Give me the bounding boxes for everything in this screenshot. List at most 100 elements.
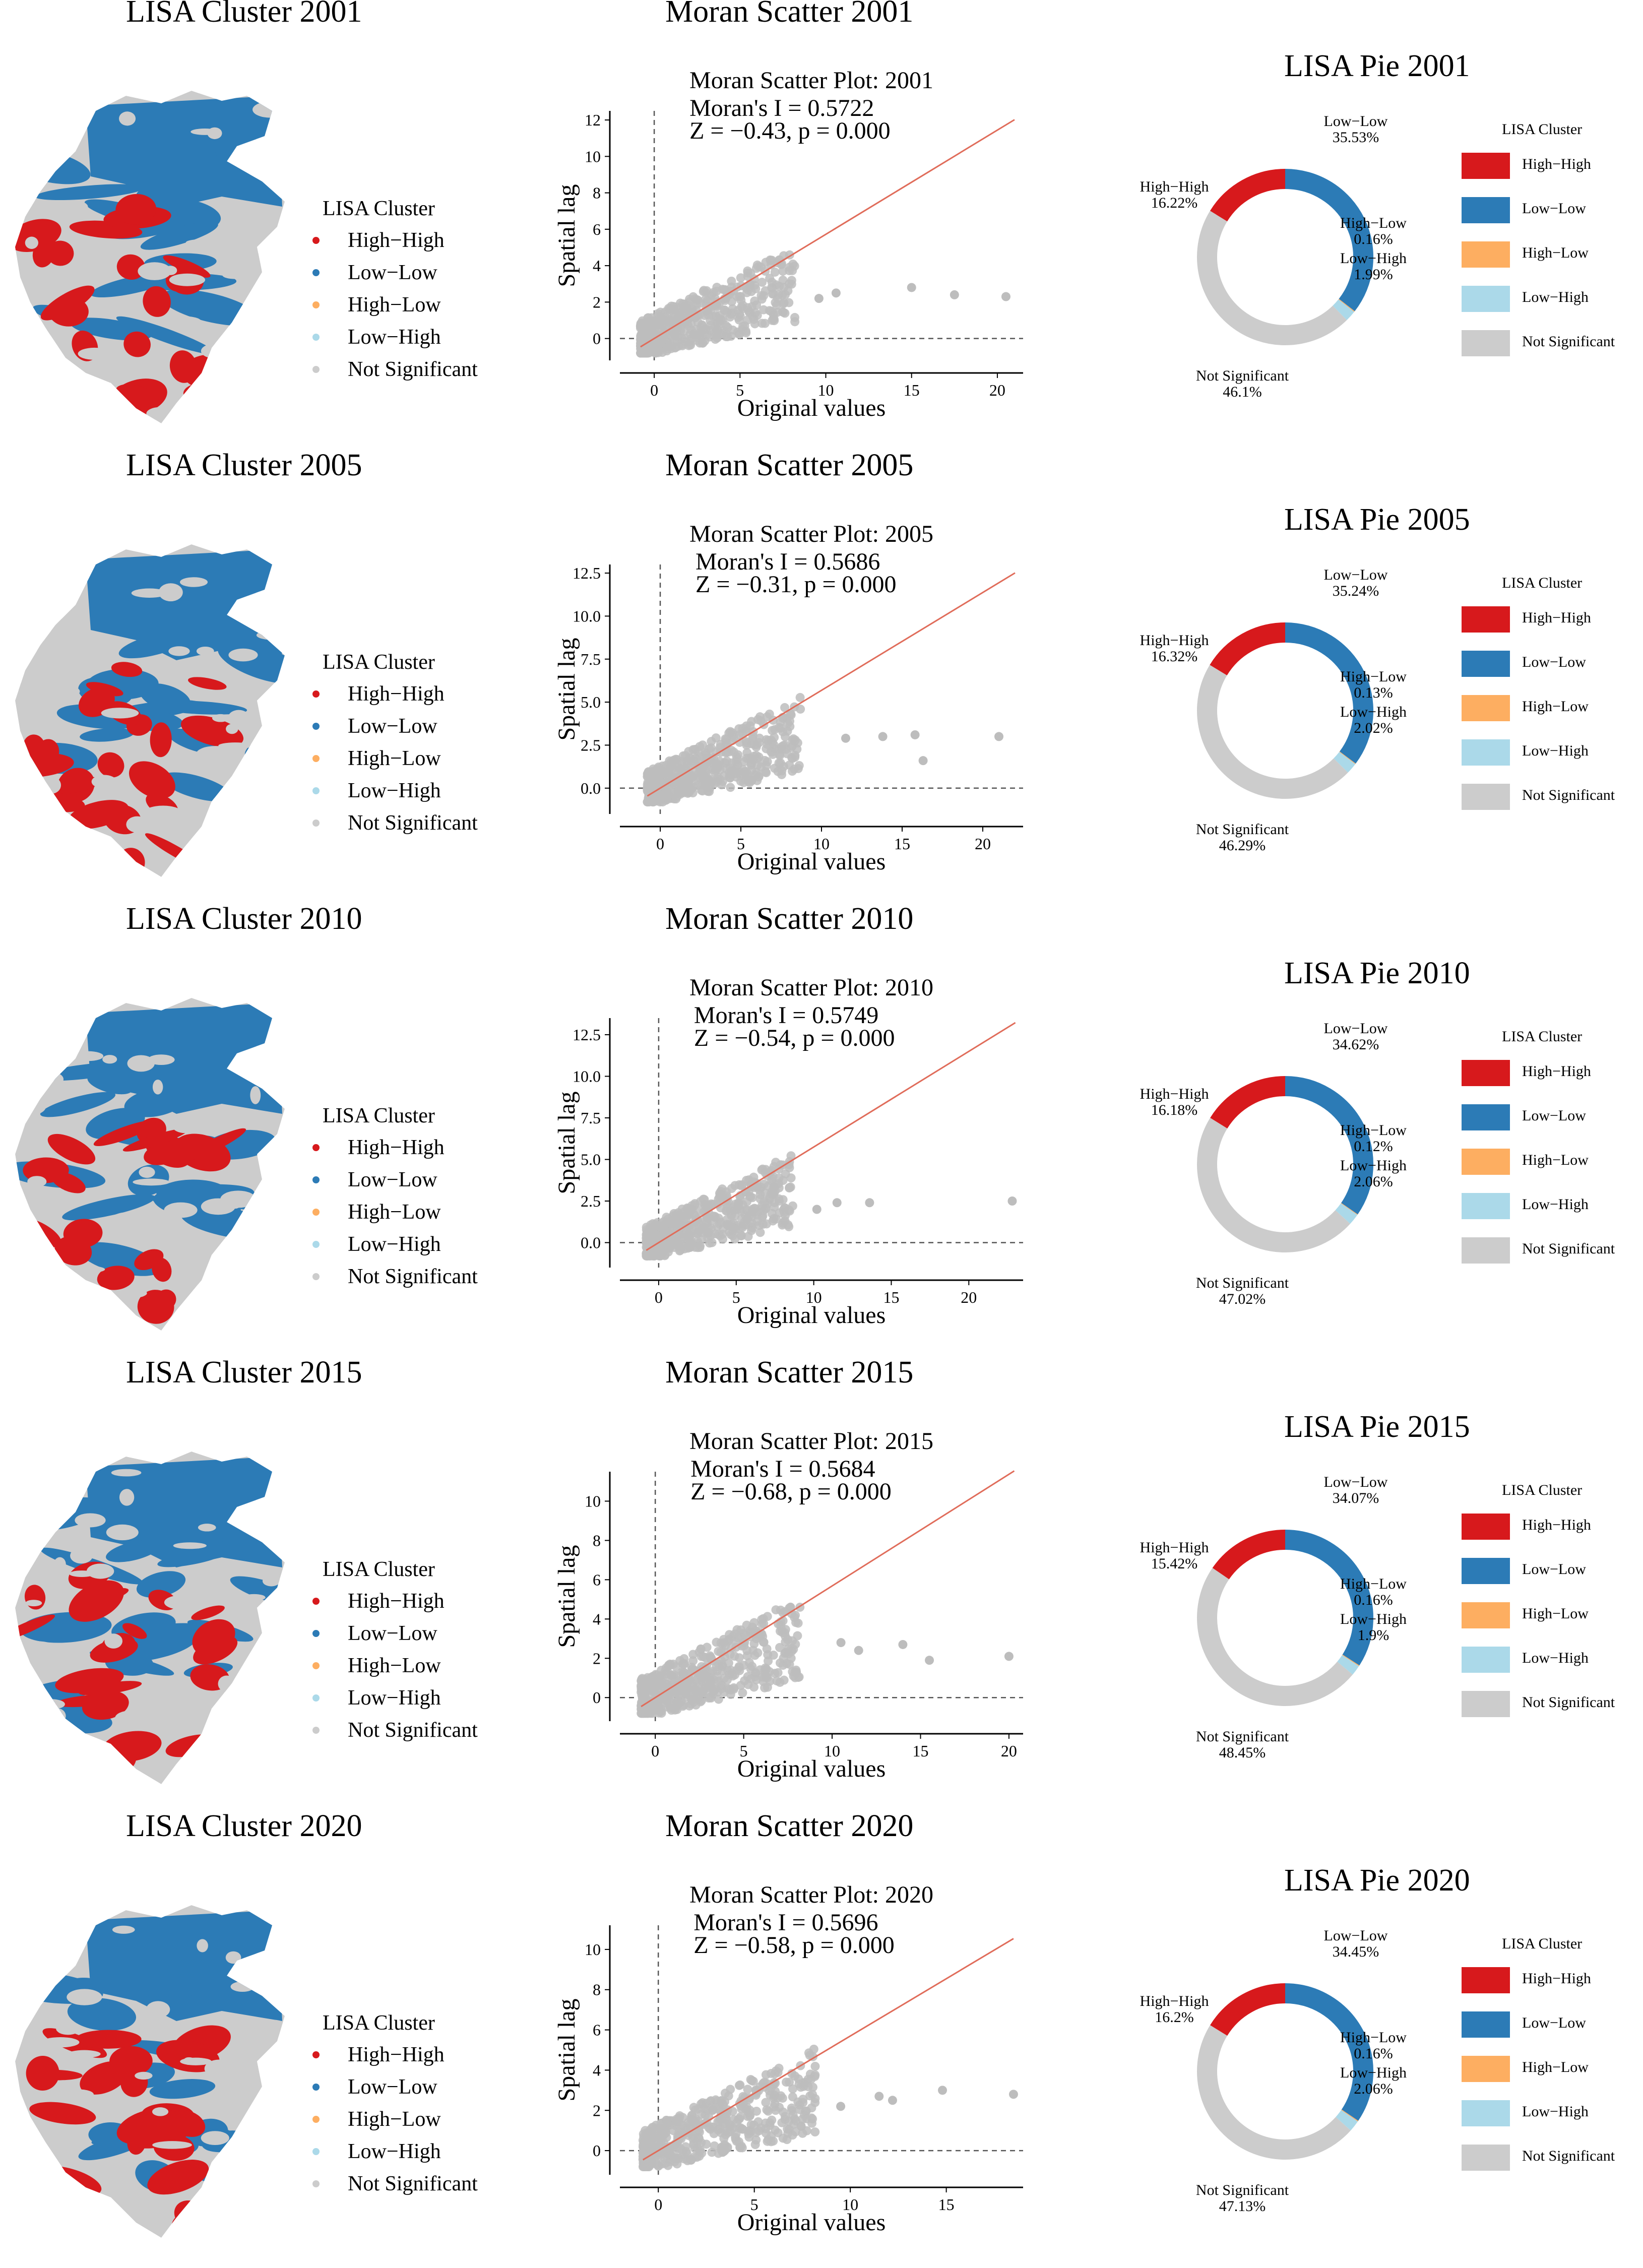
donut-slice-value: 34.62%	[1333, 1036, 1379, 1053]
map-patch-not-significant	[66, 2212, 84, 2223]
x-tick-label: 5	[740, 1742, 748, 1760]
pie-legend-swatch	[1462, 2011, 1510, 2038]
scatter-point	[686, 319, 696, 328]
pie-legend-swatch	[1462, 1602, 1510, 1628]
scatter-point	[710, 2141, 719, 2151]
y-tick-label: 5.0	[581, 1151, 601, 1169]
scatter-point	[638, 1709, 648, 1718]
map-patch-not-significant	[73, 1051, 104, 1061]
map-patch-not-significant	[89, 2225, 116, 2233]
donut-slice	[1212, 1530, 1286, 1580]
scatter-point-outlier	[814, 294, 824, 303]
scatter-point	[722, 764, 731, 774]
y-tick-label: 12	[585, 111, 601, 129]
pie-legend-item: High−Low	[1462, 691, 1633, 721]
map-region-low-low	[86, 549, 282, 660]
scatter-point	[787, 279, 796, 289]
scatter-point-outlier	[836, 2102, 846, 2111]
scatter-point	[785, 1660, 794, 1669]
map-patch-low-low	[106, 1540, 161, 1562]
scatter-point	[687, 773, 697, 782]
map-patch-not-significant	[164, 1202, 198, 1218]
map-patch-high-high	[181, 715, 244, 747]
map-patch-not-significant	[39, 1194, 77, 1208]
pie-legend-label: Low−High	[1522, 742, 1589, 759]
scatter-point	[790, 1673, 800, 1682]
map-patch-not-significant	[56, 2022, 80, 2035]
map-patch-not-significant	[272, 1147, 285, 1158]
donut-slice	[1210, 622, 1286, 676]
donut-slice	[1285, 169, 1373, 311]
pie-legend-swatch	[1462, 606, 1510, 633]
map-patch-not-significant	[186, 241, 216, 250]
regression-line	[642, 1938, 1014, 2161]
y-tick-label: 8	[593, 1531, 601, 1549]
donut-slice-label: High−Low	[1340, 2029, 1407, 2046]
scatter-point	[788, 767, 797, 776]
legend-label: Low−Low	[348, 1168, 437, 1191]
scatter-point	[732, 1205, 742, 1214]
pie-legend-label: High−Low	[1522, 698, 1589, 715]
scatter-point	[694, 1220, 704, 1229]
moran-title: Moran Scatter 2020	[665, 1809, 914, 1843]
scatter-point	[798, 2095, 808, 2104]
legend-label: High−High	[348, 682, 445, 706]
donut-slice	[1197, 1567, 1353, 1706]
scatter-point	[702, 2099, 711, 2108]
scatter-point	[749, 751, 759, 761]
map-patch-not-significant	[41, 776, 61, 794]
legend-label: Low−Low	[348, 715, 437, 738]
scatter-point	[774, 2063, 784, 2073]
map-patch-not-significant	[225, 1951, 241, 1964]
scatter-point	[762, 1672, 771, 1681]
lisa-cluster-legend: LISA Cluster High−High Low−Low High−Low Low−…	[312, 1104, 494, 1295]
map-patch-high-high	[54, 1236, 92, 1266]
y-tick-label: 2.5	[581, 1192, 601, 1210]
scatter-point	[774, 1173, 784, 1183]
legend-label: High−Low	[348, 2108, 441, 2131]
scatter-point	[692, 1687, 702, 1696]
legend-title: LISA Cluster	[323, 1558, 435, 1581]
pie-legend-item: Not Significant	[1462, 1687, 1633, 1717]
legend-label: Low−Low	[348, 1622, 437, 1645]
scatter-point	[779, 1675, 789, 1685]
scatter-point	[695, 2147, 705, 2156]
scatter-point	[753, 262, 763, 271]
pie-legend: LISA Cluster High−High Low−Low High−Low Low−…	[1462, 1482, 1633, 1744]
legend-title: LISA Cluster	[323, 2011, 435, 2035]
y-tick-label: 10	[585, 1492, 601, 1510]
map-patch-not-significant	[130, 2204, 150, 2222]
map-patch-not-significant	[102, 1055, 117, 1064]
map-patch-not-significant	[239, 2164, 275, 2178]
y-tick-label: 7.5	[581, 650, 601, 668]
pie-legend: LISA Cluster High−High Low−Low High−Low Low−…	[1462, 575, 1633, 837]
map-patch-not-significant	[112, 1212, 150, 1225]
y-tick-label: 2	[593, 1649, 601, 1667]
scatter-point	[743, 1680, 753, 1689]
scatter-point	[666, 1241, 676, 1250]
lisa-cluster-map	[15, 1452, 285, 1784]
map-patch-low-low	[240, 759, 285, 783]
scatter-point	[686, 340, 696, 350]
scatter-point	[677, 1209, 686, 1219]
scatter-point	[795, 692, 805, 702]
scatter-point	[767, 747, 777, 757]
map-patch-not-significant	[180, 577, 208, 587]
scatter-point	[793, 1631, 802, 1641]
legend-item: Low−Low	[312, 2073, 494, 2104]
legend-item: Low−Low	[312, 713, 494, 743]
pie-legend-swatch	[1462, 1104, 1510, 1130]
legend-label: Low−High	[348, 1686, 441, 1710]
scatter-point-outlier	[938, 2086, 947, 2095]
legend-item: Not Significant	[312, 809, 494, 840]
scatter-point	[655, 1676, 664, 1685]
scatter-point	[675, 788, 685, 798]
morans-i-annotation: Moran's I = 0.5722	[689, 95, 874, 121]
pie-legend-item: Low−Low	[1462, 1554, 1633, 1584]
donut-slice-value: 16.18%	[1151, 1102, 1198, 1118]
legend-dot	[312, 1273, 320, 1280]
map-patch-high-high	[192, 1312, 218, 1328]
scatter-point	[779, 307, 788, 317]
scatter-point	[702, 1213, 712, 1223]
scatter-point	[761, 2070, 771, 2080]
